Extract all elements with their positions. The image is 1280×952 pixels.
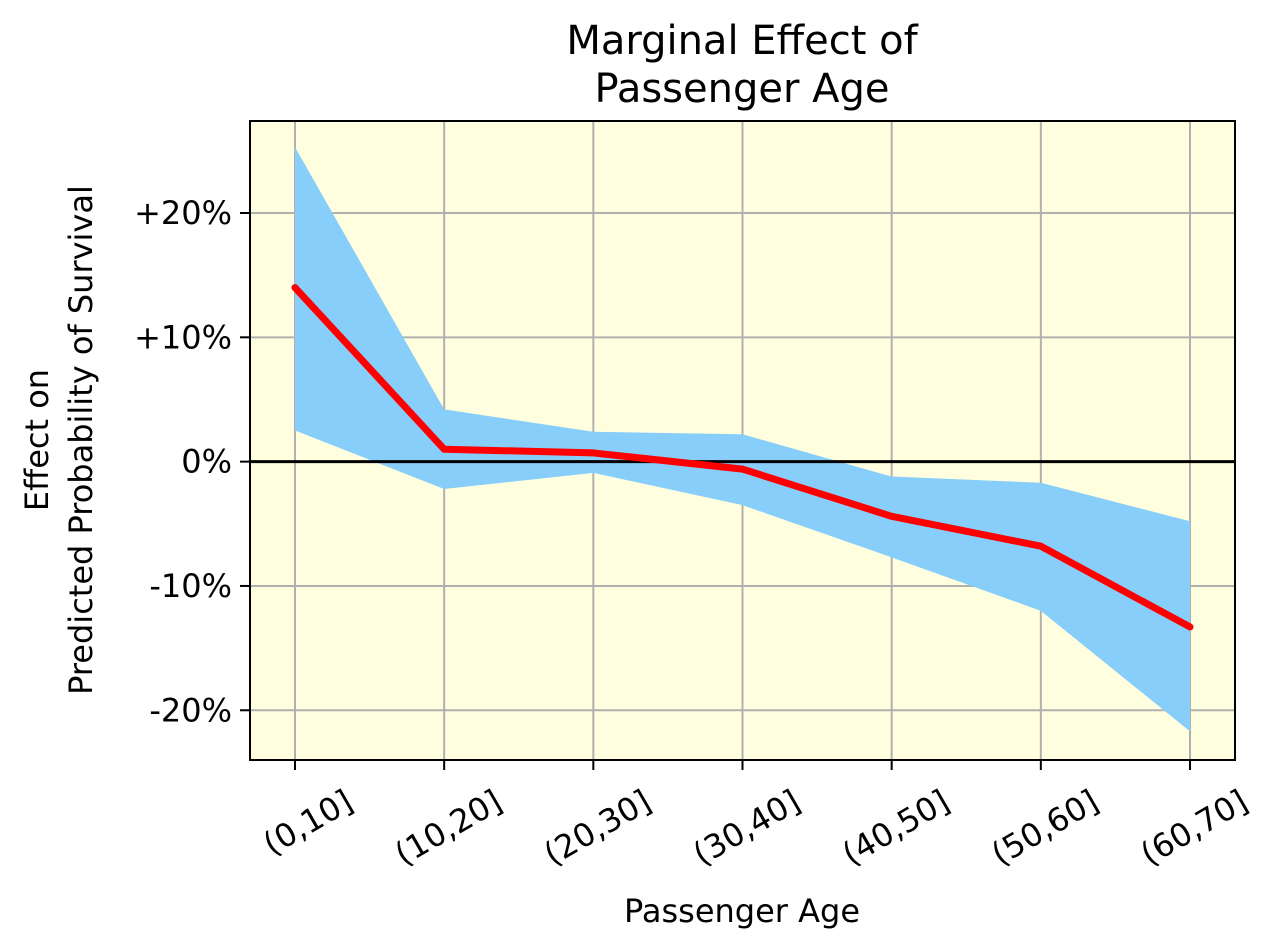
data-point [739,465,746,473]
x-tick-label: (30,40] [687,782,807,873]
x-tick-label: (40,50] [836,782,956,873]
x-tick-label: (50,60] [985,782,1105,873]
y-axis-label-line-2: Predicted Probability of Survival [62,185,100,695]
x-axis-label: Passenger Age [624,892,860,930]
y-axis-ticks: -20% -10% 0% +10% +20% [134,194,250,729]
data-point [888,512,896,520]
y-axis-label-line-1: Effect on [18,369,56,511]
chart-title-line-2: Passenger Age [595,66,890,112]
x-tick-label: (20,30] [537,782,657,873]
y-tick-label: 0% [181,443,232,481]
y-tick-label: -20% [149,691,232,729]
y-tick-label: +10% [134,318,232,356]
data-points [291,284,1194,631]
y-axis-label: Effect on Predicted Probability of Survi… [18,185,100,695]
data-point [589,449,597,457]
data-point [1186,623,1194,631]
data-point [291,284,299,292]
x-axis-ticks: (0,10] (10,20] (20,30] (30,40] (40,50] (50,60… [257,760,1254,873]
x-tick-label: (10,20] [388,782,508,873]
data-point [1037,542,1045,550]
x-tick-label: (0,10] [257,782,359,863]
confidence-band [295,147,1190,732]
chart-title-line-1: Marginal Effect of [566,18,918,64]
data-point [440,445,448,453]
y-tick-label: +20% [134,194,232,232]
y-tick-label: -10% [149,567,232,605]
x-tick-label: (60,70] [1134,782,1254,873]
